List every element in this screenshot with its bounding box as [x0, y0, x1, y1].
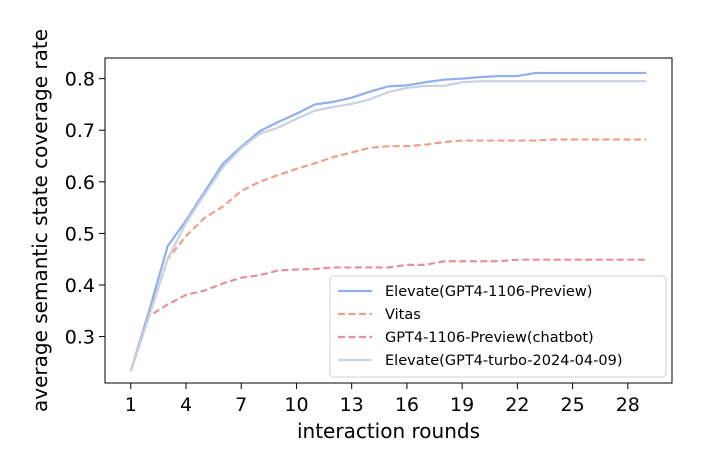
y-tick-label: 0.6	[65, 172, 95, 194]
x-axis-ticks: 1 4 7 10 13 16 19 22 25 28	[125, 383, 640, 416]
legend-label: GPT4-1106-Preview(chatbot)	[385, 330, 594, 346]
x-tick-label: 19	[450, 394, 474, 416]
x-tick-label: 10	[284, 394, 308, 416]
plot-area	[104, 57, 673, 384]
x-tick-label: 28	[616, 394, 640, 416]
series-line-2	[129, 138, 647, 372]
x-tick-label: 22	[505, 394, 529, 416]
legend-label: Elevate(GPT4-1106-Preview)	[385, 284, 592, 300]
x-tick-label: 4	[180, 394, 192, 416]
x-axis-label: interaction rounds	[297, 419, 480, 443]
x-tick-label: 16	[395, 394, 419, 416]
series-line-3	[129, 258, 647, 372]
legend-label: Vitas	[385, 307, 421, 323]
y-axis-ticks: 0.3 0.4 0.5 0.6 0.7 0.8	[65, 69, 105, 349]
y-tick-label: 0.4	[65, 275, 95, 297]
legend-label: Elevate(GPT4-turbo-2024-04-09)	[385, 353, 622, 369]
series-layer	[129, 71, 647, 372]
y-axis-label: average semantic state coverage rate	[28, 29, 52, 412]
x-tick-label: 7	[235, 394, 247, 416]
y-tick-label: 0.5	[65, 223, 95, 245]
x-tick-label: 13	[340, 394, 364, 416]
x-tick-label: 25	[560, 394, 584, 416]
y-tick-label: 0.8	[65, 69, 95, 91]
legend: Elevate(GPT4-1106-Preview) Vitas GPT4-1106…	[329, 275, 667, 378]
y-tick-label: 0.7	[65, 120, 95, 142]
x-tick-label: 1	[125, 394, 137, 416]
y-tick-label: 0.3	[65, 327, 95, 349]
series-line-1	[129, 71, 647, 372]
series-line-4	[129, 80, 647, 372]
legend-box	[329, 275, 667, 378]
